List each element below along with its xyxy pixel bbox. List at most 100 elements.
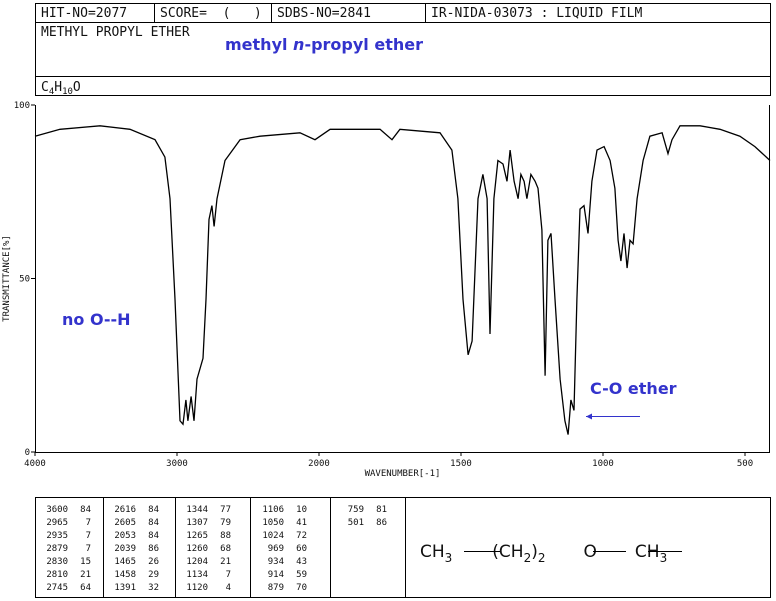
peak-wavenumber: 1265 [186,531,208,541]
ir-id: IR-NIDA-03073 : LIQUID FILM [431,6,642,21]
y-tick-label: 100 [14,101,30,111]
peak-transmittance: 10 [296,505,307,515]
peak-transmittance: 15 [80,557,91,567]
spectrum-line [34,125,771,435]
x-tick-label: 1000 [592,459,614,469]
peak-wavenumber: 1024 [262,531,284,541]
peak-wavenumber: 1458 [114,570,136,580]
x-tick-label: 2000 [308,459,330,469]
peak-transmittance: 7 [86,518,91,528]
peak-wavenumber: 3600 [46,505,68,515]
annotation-part: -propyl ether [304,35,423,54]
peak-wavenumber: 1134 [186,570,208,580]
structure-part: 2 [524,551,532,565]
structure-part: O [584,542,597,562]
peak-transmittance: 84 [148,531,159,541]
peak-wavenumber: 2616 [114,505,136,515]
x-tick-label: 1500 [450,459,472,469]
peak-transmittance: 21 [220,557,231,567]
structure-part: CH [420,542,445,562]
x-tick-label: 500 [737,459,753,469]
peak-wavenumber: 1120 [186,583,208,593]
peak-wavenumber: 1260 [186,544,208,554]
header-box [35,3,771,96]
peak-wavenumber: 934 [268,557,284,567]
peak-wavenumber: 2053 [114,531,136,541]
peak-transmittance: 26 [148,557,159,567]
structure-part: 3 [660,551,668,565]
peak-transmittance: 86 [376,518,387,528]
peak-transmittance: 21 [80,570,91,580]
peak-transmittance: 4 [226,583,231,593]
structure-part: 2 [538,551,546,565]
peak-wavenumber: 2965 [46,518,68,528]
peak-transmittance: 84 [148,505,159,515]
peak-transmittance: 32 [148,583,159,593]
annotation: C-O ether [590,379,677,398]
peak-transmittance: 43 [296,557,307,567]
score: SCORE= ( ) [160,6,262,21]
peak-transmittance: 79 [220,518,231,528]
peak-wavenumber: 969 [268,544,284,554]
formula-part: O [73,80,81,95]
compound-annotation: methyl n-propyl ether [225,35,423,54]
peak-transmittance: 84 [80,505,91,515]
y-axis-label: TRANSMITTANCE[%] [2,235,12,322]
peak-wavenumber: 1106 [262,505,284,515]
peak-wavenumber: 759 [348,505,364,515]
y-tick-label: 50 [19,275,30,285]
annotation-part: methyl [225,35,293,54]
formula-part: C [41,80,49,95]
formula-part: 10 [62,87,73,97]
x-tick-label: 3000 [166,459,188,469]
peak-wavenumber: 2605 [114,518,136,528]
peak-wavenumber: 1307 [186,518,208,528]
peak-wavenumber: 2745 [46,583,68,593]
formula-part: 4 [49,87,54,97]
plot: 0 50 100 4000 3000 2000 1500 1000 500 WAVENUMBER[… [2,101,771,479]
x-axis-label: WAVENUMBER[-1] [365,469,441,479]
structure-part: (CH [492,542,523,562]
structure-formula: CH3 (CH2)2 O CH3 [420,542,667,565]
peak-wavenumber: 879 [268,583,284,593]
peak-wavenumber: 914 [268,570,284,580]
peak-transmittance: 84 [148,518,159,528]
peak-wavenumber: 1050 [262,518,284,528]
peak-transmittance: 29 [148,570,159,580]
peak-wavenumber: 2830 [46,557,68,567]
peak-transmittance: 72 [296,531,307,541]
peak-wavenumber: 1391 [114,583,136,593]
peak-transmittance: 60 [296,544,307,554]
structure-part: CH [635,542,660,562]
x-tick-label: 4000 [24,459,46,469]
peak-transmittance: 81 [376,505,387,515]
structure-part: ) [531,542,538,562]
peak-transmittance: 59 [296,570,307,580]
peak-wavenumber: 2935 [46,531,68,541]
peak-wavenumber: 2879 [46,544,68,554]
peak-transmittance: 70 [296,583,307,593]
peak-transmittance: 88 [220,531,231,541]
peak-table-box [35,497,771,598]
annotation: no O--H [62,310,131,329]
peak-wavenumber: 1465 [114,557,136,567]
peak-wavenumber: 1204 [186,557,208,567]
peak-transmittance: 41 [296,518,307,528]
annotation-part: n [293,35,304,54]
peak-wavenumber: 1344 [186,505,208,515]
peak-transmittance: 77 [220,505,231,515]
arrow-head [586,413,592,420]
y-tick-label: 0 [25,448,30,458]
peak-wavenumber: 501 [348,518,364,528]
compound-name: METHYL PROPYL ETHER [41,25,190,40]
peak-transmittance: 86 [148,544,159,554]
peak-transmittance: 64 [80,583,91,593]
peak-transmittance: 7 [86,544,91,554]
sdbs-no: SDBS-NO=2841 [277,6,371,21]
structure-part: 3 [445,551,453,565]
peak-wavenumber: 2810 [46,570,68,580]
hit-no: HIT-NO=2077 [41,6,127,21]
peak-transmittance: 7 [226,570,231,580]
